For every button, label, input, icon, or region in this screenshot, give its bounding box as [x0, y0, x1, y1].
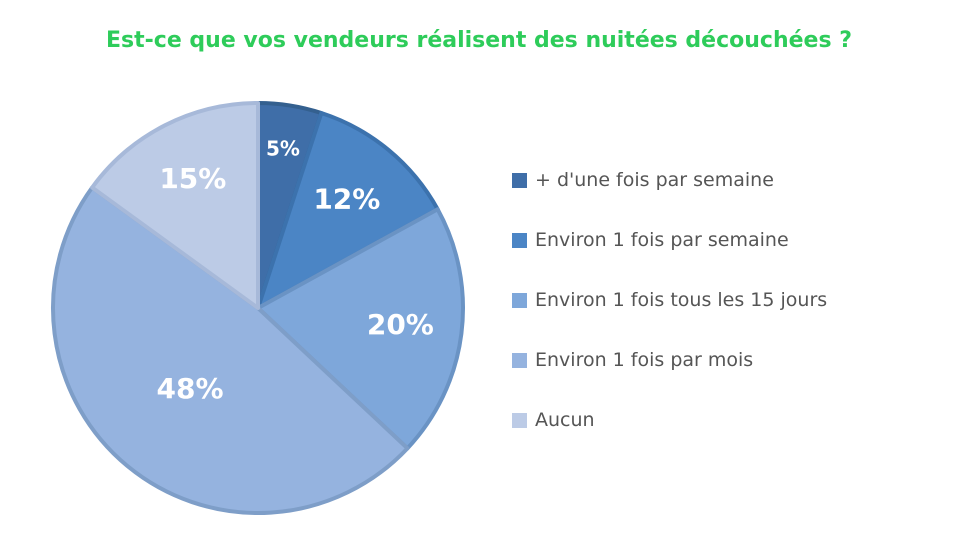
legend-label-3: Environ 1 fois par mois [535, 349, 754, 371]
slice-label-1: 12% [313, 183, 380, 216]
legend-label-1: Environ 1 fois par semaine [535, 229, 789, 251]
pie-slice-2 [256, 207, 465, 451]
legend-swatch-1 [512, 232, 527, 248]
legend-item-4: Aucun [512, 390, 827, 450]
legend-label-4: Aucun [535, 409, 595, 431]
pie-slice-3 [51, 185, 410, 515]
pie-slice-1 [256, 111, 440, 310]
legend-item-3: Environ 1 fois par mois [512, 330, 827, 390]
legend-swatch-4 [512, 412, 527, 428]
pie-slice-4 [90, 101, 260, 310]
legend-label-0: + d'une fois par semaine [535, 169, 774, 191]
legend-swatch-0 [512, 172, 527, 188]
chart-title: Est-ce que vos vendeurs réalisent des nu… [106, 28, 852, 53]
slice-label-4: 15% [159, 162, 226, 195]
legend-swatch-3 [512, 352, 527, 368]
legend-label-2: Environ 1 fois tous les 15 jours [535, 289, 828, 311]
legend-item-1: Environ 1 fois par semaine [512, 210, 827, 270]
slice-label-2: 20% [367, 308, 434, 341]
legend-swatch-2 [512, 292, 527, 308]
slice-label-3: 48% [157, 372, 224, 405]
slice-label-0: 5% [266, 137, 300, 161]
legend-item-2: Environ 1 fois tous les 15 jours [512, 270, 827, 330]
legend-item-0: + d'une fois par semaine [512, 150, 827, 210]
legend: + d'une fois par semaine Environ 1 fois p… [512, 150, 827, 450]
